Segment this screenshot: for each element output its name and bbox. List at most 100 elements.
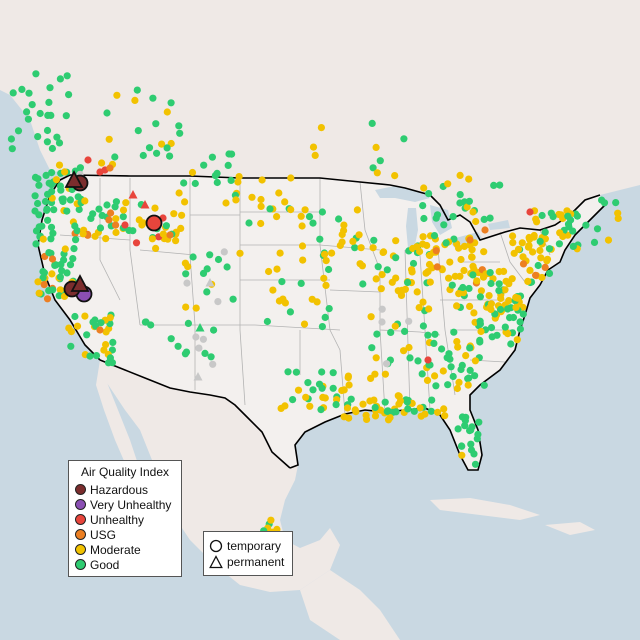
monitor-station [213,178,221,187]
monitor-station [567,216,575,224]
legend-label: Moderate [90,542,141,557]
monitor-station [381,370,389,378]
monitor-station [501,323,509,331]
monitor-station [374,263,382,271]
monitor-station [413,288,421,296]
monitor-station [501,286,509,294]
monitor-station [170,210,178,218]
monitor-station [460,242,468,250]
monitor-station [456,191,464,199]
monitor-station [131,96,139,104]
monitor-station [72,236,80,244]
monitor-station [315,380,324,388]
monitor-station [405,317,413,325]
monitor-station [59,195,67,203]
monitor-station [34,133,42,141]
monitor-station [351,244,359,252]
monitor-station [306,402,314,410]
monitor-station [467,426,475,434]
monitor-station [43,138,52,146]
monitor-station [287,174,295,182]
monitor-station [311,151,319,159]
monitor-station [180,179,188,187]
monitor-station [206,251,214,259]
monitor-station [336,241,344,250]
monitor-station [167,335,175,343]
monitor-station [105,216,113,224]
monitor-station [445,274,453,282]
monitor-station [471,372,479,380]
monitor-station [258,176,266,184]
monitor-station [297,212,305,220]
monitor-station [84,156,92,164]
monitor-station [199,269,208,277]
monitor-station [404,405,412,413]
monitor-station [48,169,56,177]
monitor-station [313,298,321,306]
monitor-station [210,326,218,334]
monitor-station [449,372,457,381]
monitor-station [345,381,353,389]
monitor-station [453,384,461,393]
permanent-monitor-marker [140,200,150,209]
monitor-station [340,413,348,421]
monitor-station [530,233,538,241]
monitor-station [432,214,440,222]
monitor-station [387,328,395,336]
monitor-station [245,219,253,227]
monitor-station [371,403,379,412]
monitor-station [34,278,42,286]
monitor-station [104,359,113,367]
monitor-station [383,407,391,415]
monitor-station [391,322,399,330]
monitor-station [397,291,406,299]
monitor-station [81,312,89,320]
monitor-station [199,335,207,343]
monitor-station [410,407,418,415]
monitor-station [34,199,42,208]
monitor-station [248,193,256,201]
monitor-station [424,331,432,339]
state-border-line [189,178,196,390]
monitor-station [543,255,552,263]
country-borders [37,174,606,471]
state-border-line [329,289,381,293]
monitor-station [459,283,467,292]
monitor-station [507,340,515,348]
monitor-station [69,255,77,263]
monitor-station [275,189,283,197]
monitor-station [541,263,549,271]
monitor-station [490,181,498,189]
state-border-line [499,231,526,283]
monitor-station [329,369,337,377]
monitor-station [65,91,73,99]
monitor-station [63,269,71,277]
monitor-station [103,201,111,209]
monitor-station [102,328,110,336]
monitor-station [201,349,209,357]
monitor-station [488,333,496,341]
greenland-edge [600,0,640,60]
monitor-station [320,274,328,282]
monitor-station [486,269,494,277]
monitor-station [263,317,271,326]
monitor-station [119,206,128,214]
monitor-station [184,319,192,327]
monitor-station [92,352,101,360]
monitor-station [425,305,433,313]
monitor-station [487,279,495,288]
monitor-station [309,143,318,151]
monitor-station [62,112,70,120]
monitor-station [182,348,191,356]
monitor-station [181,198,189,206]
monitor-station [509,239,517,247]
monitor-station [368,344,376,352]
monitor-station [496,305,505,314]
monitor-station [75,205,83,214]
monitor-station [538,211,546,220]
monitor-station [102,341,110,349]
monitor-station [569,227,577,235]
monitor-station [65,324,73,332]
legend-label: Hazardous [90,482,149,497]
monitor-station [425,260,434,269]
